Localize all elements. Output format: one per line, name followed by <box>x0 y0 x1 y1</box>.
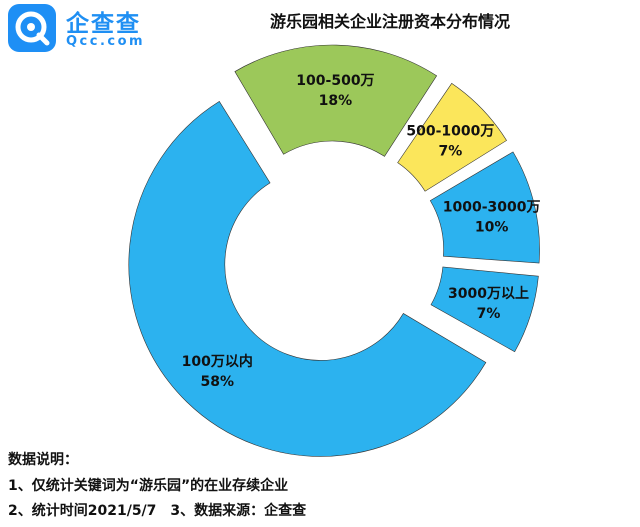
labels-layer: 100万以内 58% 100-500万 18% 500-1000万 7% 1000-3000… <box>182 73 541 390</box>
qcc-logo-icon <box>8 4 56 52</box>
slice-value-100: 58% <box>200 374 234 390</box>
slices-layer <box>128 44 540 457</box>
data-notes: 数据说明： 1、仅统计关键词为“游乐园”的在业存续企业 2、统计时间2021/5… <box>8 448 306 525</box>
slice-value-100-500: 18% <box>319 93 353 109</box>
slice-value-1000-3000: 10% <box>475 220 509 236</box>
slice-name-100-500: 100-500万 <box>296 73 374 89</box>
notes-line-2: 2、统计时间2021/5/7 3、数据来源：企查查 <box>8 499 306 525</box>
slice-500-1000 <box>397 82 507 192</box>
qcc-logo: 企查查 Qcc.com <box>8 4 158 52</box>
notes-heading: 数据说明： <box>8 452 78 468</box>
notes-line-1: 1、仅统计关键词为“游乐园”的在业存续企业 <box>8 477 289 494</box>
slice-value-500-1000: 7% <box>438 143 462 159</box>
slice-1000-3000 <box>429 151 540 264</box>
logo-domain: Qcc.com <box>66 34 146 49</box>
slice-100 <box>128 101 487 457</box>
logo-name: 企查查 <box>66 11 141 37</box>
slice-value-3000: 7% <box>477 306 501 322</box>
slice-3000 <box>430 266 539 353</box>
notes-line-2a: 2、统计时间2021/5/7 <box>8 503 157 519</box>
slice-name-100: 100万以内 <box>182 353 253 370</box>
slice-name-3000: 3000万以上 <box>448 286 529 302</box>
notes-line-2b: 3、数据来源：企查查 <box>170 503 307 519</box>
slice-name-500-1000: 500-1000万 <box>406 123 494 139</box>
slice-100-500 <box>234 44 438 157</box>
slice-name-1000-3000: 1000-3000万 <box>443 200 541 216</box>
chart-title: 游乐园相关企业注册资本分布情况 <box>269 12 510 31</box>
